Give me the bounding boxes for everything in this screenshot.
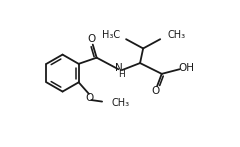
Text: H: H <box>118 70 125 79</box>
Text: N: N <box>115 63 123 73</box>
Text: O: O <box>88 34 96 44</box>
Text: O: O <box>85 93 94 103</box>
Text: O: O <box>151 86 160 96</box>
Text: CH₃: CH₃ <box>168 30 186 40</box>
Text: H₃C: H₃C <box>102 30 120 40</box>
Text: CH₃: CH₃ <box>111 98 130 108</box>
Text: OH: OH <box>179 64 195 74</box>
